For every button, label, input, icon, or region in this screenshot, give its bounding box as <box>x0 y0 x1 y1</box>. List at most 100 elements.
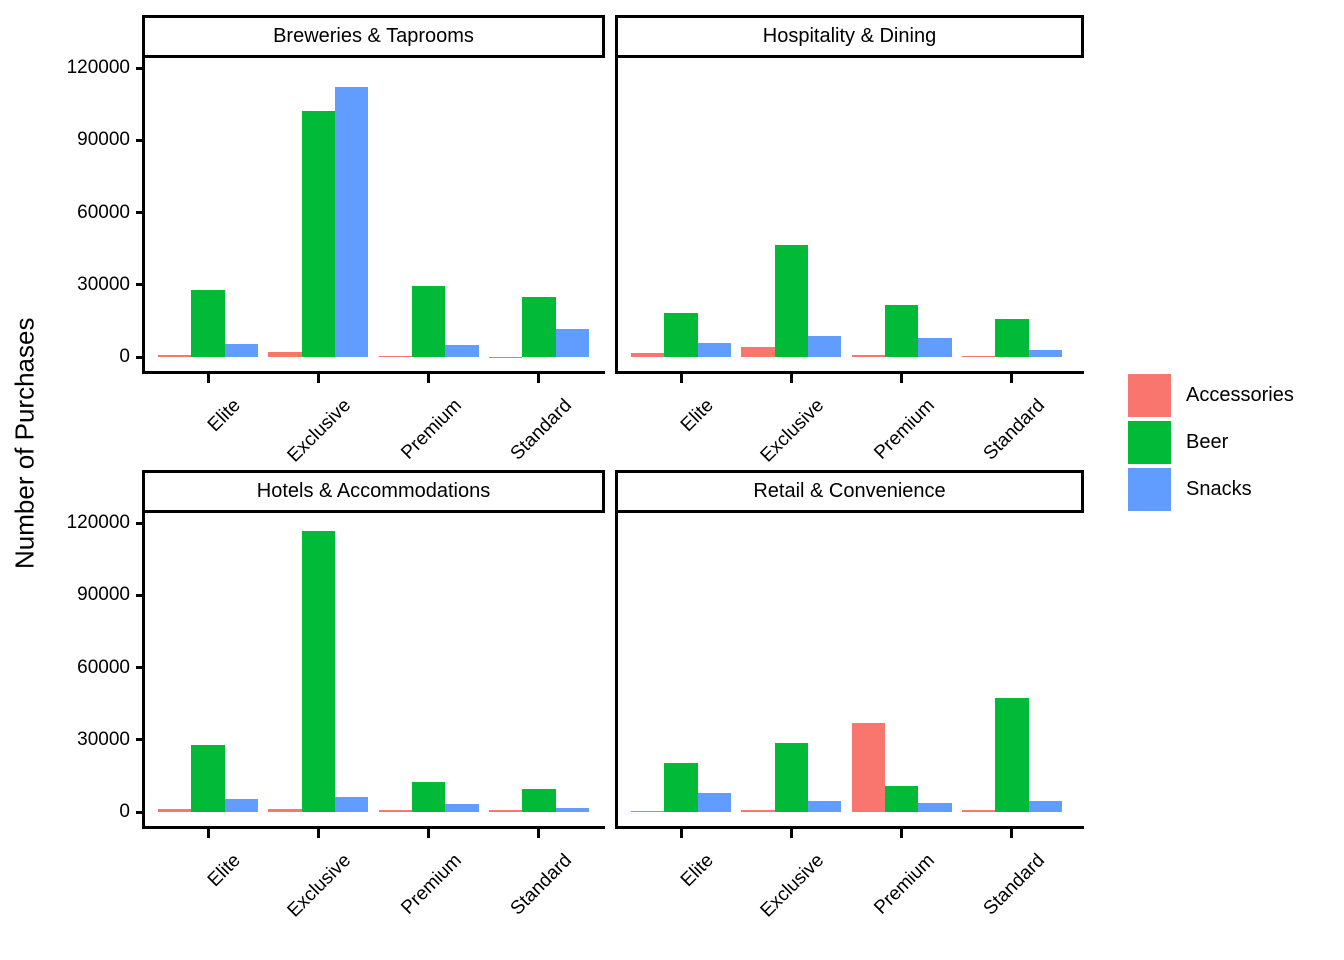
x-tick <box>900 374 904 383</box>
y-tick-label: 60000 <box>77 656 130 678</box>
x-tick-label: Standard <box>506 395 576 465</box>
bar-beer-elite <box>664 312 698 357</box>
bar-accessories-exclusive <box>741 347 775 357</box>
bar-accessories-elite <box>631 352 665 357</box>
y-axis-title: Number of Purchases <box>9 317 40 570</box>
x-tick-label: Premium <box>396 850 466 919</box>
x-tick <box>316 829 320 838</box>
y-tick-label: 30000 <box>77 273 130 295</box>
y-tick-label: 120000 <box>66 512 130 533</box>
x-tick-label: Standard <box>979 850 1049 920</box>
legend-key-swatch <box>1128 468 1171 511</box>
bar-accessories-elite <box>631 811 665 812</box>
x-tick <box>1010 374 1014 383</box>
bar-snacks-standard <box>1028 801 1062 812</box>
bar-accessories-exclusive <box>268 351 302 357</box>
facet-strip-hotels: Hotels & Accommodations <box>142 470 605 513</box>
y-tick <box>136 138 145 142</box>
bar-beer-standard <box>522 297 556 357</box>
x-tick-label: Standard <box>979 395 1049 465</box>
facet-strip-hospitality: Hospitality & Dining <box>615 15 1084 58</box>
y-tick <box>136 666 145 669</box>
y-tick <box>136 521 145 525</box>
x-tick <box>789 374 793 383</box>
bar-beer-premium <box>411 781 446 812</box>
bar-snacks-exclusive <box>807 335 842 357</box>
x-tick-label: Premium <box>396 395 466 464</box>
plot-area-hospitality <box>615 58 1084 374</box>
bar-snacks-exclusive <box>807 801 842 812</box>
facet-title: Hotels & Accommodations <box>256 480 491 502</box>
bar-accessories-premium <box>851 355 885 357</box>
x-tick-label: Exclusive <box>283 395 356 467</box>
x-tick-label: Elite <box>676 850 718 891</box>
legend: Accessories Beer Snacks <box>1128 374 1294 515</box>
legend-key-swatch <box>1128 421 1171 464</box>
y-tick-label: 60000 <box>77 201 130 223</box>
bar-beer-standard <box>995 318 1029 357</box>
legend-item-beer: Beer <box>1128 421 1294 464</box>
y-tick-label: 90000 <box>77 584 130 606</box>
facet-strip-retail: Retail & Convenience <box>615 470 1084 513</box>
y-tick <box>136 283 145 287</box>
bar-beer-premium <box>884 786 919 812</box>
legend-label: Beer <box>1186 431 1229 453</box>
y-tick-label: 90000 <box>77 129 130 151</box>
x-tick <box>789 829 793 838</box>
bar-snacks-elite <box>697 792 731 812</box>
bar-beer-elite <box>191 744 225 812</box>
legend-item-accessories: Accessories <box>1128 374 1294 417</box>
y-tick <box>136 810 145 814</box>
y-tick-label: 0 <box>119 346 130 367</box>
bar-accessories-exclusive <box>741 810 775 812</box>
bar-snacks-elite <box>224 798 258 812</box>
x-tick <box>900 829 904 838</box>
facet-title: Hospitality & Dining <box>762 25 937 47</box>
bar-snacks-premium <box>445 345 479 357</box>
x-tick <box>679 829 683 838</box>
bar-snacks-elite <box>697 343 731 357</box>
x-tick <box>427 829 431 838</box>
bar-snacks-elite <box>224 343 258 357</box>
bar-snacks-exclusive <box>334 87 369 357</box>
bar-beer-exclusive <box>301 111 335 357</box>
x-tick <box>316 374 320 383</box>
plot-area-hotels <box>142 513 605 829</box>
y-tick <box>136 211 145 214</box>
x-tick-label: Elite <box>676 395 718 436</box>
bar-snacks-exclusive <box>334 796 369 812</box>
bar-beer-premium <box>884 305 919 357</box>
x-tick <box>427 374 431 383</box>
x-tick <box>679 374 683 383</box>
plot-area-retail <box>615 513 1084 829</box>
y-tick <box>136 66 145 70</box>
bar-accessories-elite <box>158 354 192 357</box>
x-tick-label: Elite <box>203 395 245 436</box>
y-tick <box>136 355 145 359</box>
bar-accessories-exclusive <box>268 808 302 812</box>
bar-beer-exclusive <box>301 531 335 812</box>
bar-accessories-elite <box>158 808 192 812</box>
bar-accessories-standard <box>488 810 523 812</box>
x-tick-label: Standard <box>506 850 576 920</box>
bar-snacks-standard <box>555 328 589 357</box>
x-tick <box>206 374 210 383</box>
legend-item-snacks: Snacks <box>1128 468 1294 511</box>
y-tick-label: 0 <box>119 801 130 822</box>
bar-beer-premium <box>411 286 446 357</box>
x-tick-label: Elite <box>203 850 245 891</box>
x-tick <box>537 374 541 383</box>
x-tick <box>1010 829 1014 838</box>
bar-accessories-premium <box>851 723 885 812</box>
bar-accessories-premium <box>378 810 412 812</box>
bar-beer-elite <box>664 762 698 812</box>
x-tick-label: Exclusive <box>283 850 356 922</box>
bar-accessories-standard <box>961 810 996 812</box>
bar-beer-standard <box>522 788 556 812</box>
bar-snacks-standard <box>555 807 589 812</box>
legend-key-swatch <box>1128 374 1171 417</box>
facet-title: Breweries & Taprooms <box>273 25 474 47</box>
facet-title: Retail & Convenience <box>753 480 946 502</box>
y-tick-label: 30000 <box>77 728 130 750</box>
